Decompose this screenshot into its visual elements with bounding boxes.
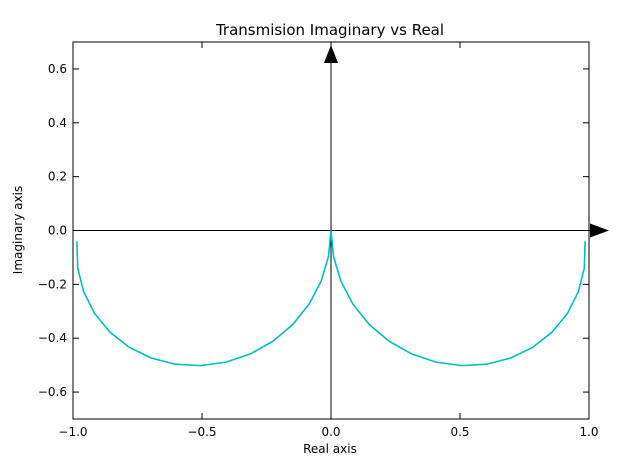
x-tick-label: −1.0	[58, 425, 87, 439]
chart-title: Transmision Imaginary vs Real	[215, 21, 444, 39]
x-ticks: −1.0 −0.5 0.0 0.5 1.0	[58, 42, 599, 439]
x-tick-label: 0.5	[450, 425, 469, 439]
series-group	[76, 230, 586, 367]
y-tick-label: 0.6	[48, 62, 67, 76]
series-line-2	[330, 230, 586, 367]
y-tick-label: 0.4	[48, 116, 67, 130]
y-axis-arrowhead	[324, 45, 338, 63]
y-tick-label: 0.0	[48, 224, 67, 238]
axes-arrows	[73, 45, 609, 419]
y-tick-label: 0.2	[48, 170, 67, 184]
x-axis-arrowhead	[590, 223, 609, 238]
y-axis-label: Imaginary axis	[11, 186, 25, 274]
y-tick-label: −0.6	[38, 385, 67, 399]
x-tick-label: 0.0	[321, 425, 340, 439]
x-tick-label: 1.0	[579, 425, 598, 439]
x-tick-label: −0.5	[187, 425, 216, 439]
y-tick-label: −0.2	[38, 277, 67, 291]
y-tick-label: −0.4	[38, 331, 67, 345]
series-line-1	[76, 230, 332, 367]
x-axis-label: Real axis	[303, 442, 357, 456]
